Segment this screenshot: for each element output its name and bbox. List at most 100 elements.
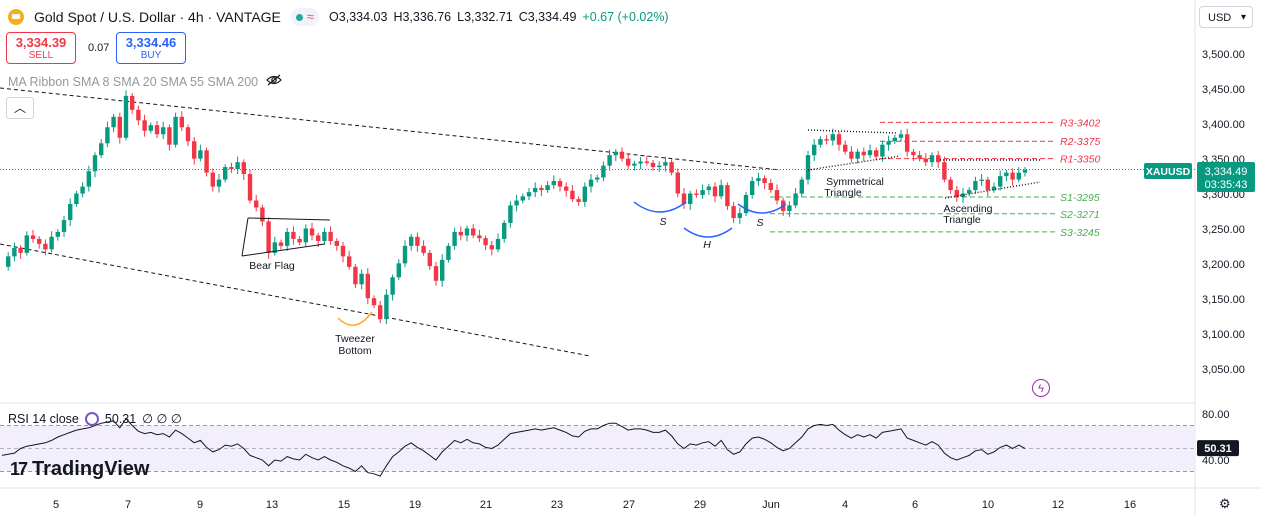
channel-upper-line [0,87,781,171]
candle-body [378,305,383,320]
candle-body [812,144,817,156]
candle-body [855,151,860,159]
candle-body [489,245,494,250]
candle-body [92,155,98,172]
buy-label: BUY [140,50,162,61]
candle-body [849,151,854,159]
low-value: L3,332.71 [457,10,513,24]
tradingview-logo[interactable]: 17 TradingView [10,458,149,481]
candle-body [774,190,780,201]
candle-body [136,109,141,121]
candle-body [725,185,730,207]
market-open-icon [295,13,303,21]
candle-body [322,231,327,242]
annotation-label: S [756,217,763,229]
price-badge-text: 3,334.49 [1205,166,1248,178]
settings-gear-icon[interactable]: ⚙ [1219,496,1231,511]
candle-body [334,241,339,246]
gold-symbol-icon [8,9,24,25]
wave-icon: ≈ [306,9,315,24]
candle-body [421,245,426,253]
rsi-title: RSI 14 close [8,411,79,426]
candle-body [979,179,984,181]
candle-body [867,150,873,156]
rsi-legend[interactable]: RSI 14 close 50.31 ∅ ∅ ∅ [8,411,182,426]
candle-body [898,134,904,138]
candle-body [30,235,36,239]
candle-body [874,150,879,157]
candle-body [793,193,798,206]
candle-body [210,172,215,187]
rsi-extra: ∅ ∅ ∅ [142,412,182,426]
candle-body [192,141,197,159]
candle-body [316,235,321,242]
chevron-up-icon: ︿ [13,101,26,115]
candle-body [985,179,990,191]
indicator-legend[interactable]: MA Ribbon SMA 8 SMA 20 SMA 55 SMA 200 [8,74,282,89]
candle-body [650,162,656,168]
price-tick-label: 3,050.00 [1202,364,1245,376]
candle-body [458,231,463,236]
price-tick-label: 3,450.00 [1202,84,1245,96]
candle-body [173,116,178,145]
candle-body [551,180,556,186]
time-tick-label: Jun [762,499,780,511]
price-tick-label: 3,150.00 [1202,294,1245,306]
time-tick-label: 29 [694,499,706,511]
flash-icon[interactable]: ϟ [1032,379,1050,397]
candle-body [688,193,693,205]
candle-body [657,165,662,168]
candle-body [948,179,953,191]
candle-body [105,127,110,144]
candle-body [632,163,637,166]
price-tick-label: 3,500.00 [1202,49,1245,61]
market-status-icons[interactable]: ≈ [290,8,320,26]
time-tick-label: 4 [842,499,848,511]
candle-body [973,180,978,191]
candle-body [626,158,631,166]
bear-flag-upper-line [247,217,331,221]
time-tick-label: 13 [266,499,278,511]
candle-body [601,165,606,178]
currency-selector[interactable]: USD ▾ [1199,6,1253,28]
buy-button[interactable]: 3,334.46 BUY [116,32,186,64]
candle-body [663,162,668,166]
candle-body [427,252,432,267]
candle-body [644,161,649,163]
candle-body [582,186,587,202]
sell-button[interactable]: 3,334.39 SELL [6,32,76,64]
candle-body [483,238,488,246]
sell-label: SELL [28,50,54,61]
candle-body [117,116,122,138]
candle-body [266,221,271,253]
candle-body [880,144,885,157]
candle-body [514,200,519,206]
chart-header: Gold Spot / U.S. Dollar · 4h · VANTAGE ≈… [8,6,669,28]
candle-body [564,186,569,191]
candle-body [216,179,222,187]
candle-body [991,186,997,191]
candle-body [762,178,767,184]
candle-body [669,162,674,173]
symbol-title[interactable]: Gold Spot / U.S. Dollar · 4h · VANTAGE [34,9,281,25]
candle-body [396,263,401,278]
sell-price: 3,334.39 [15,35,67,50]
candle-body [440,259,445,281]
candle-body [167,127,172,145]
collapse-legend-button[interactable]: ︿ [6,97,34,119]
candle-body [185,127,191,142]
time-tick-label: 16 [1124,499,1136,511]
candle-body [799,179,804,194]
candle-body [415,236,420,246]
indicator-label: MA Ribbon SMA 8 SMA 20 SMA 55 SMA 200 [8,74,259,89]
tweezer-arc [337,311,373,326]
s2-level-label: S2-3271 [1060,209,1100,221]
hide-eye-icon[interactable] [266,74,282,89]
candle-body [291,231,296,239]
candle-body [241,162,246,175]
candle-body [923,158,928,163]
time-tick-label: 15 [338,499,350,511]
candle-body [588,179,594,187]
candle-body [260,207,265,222]
